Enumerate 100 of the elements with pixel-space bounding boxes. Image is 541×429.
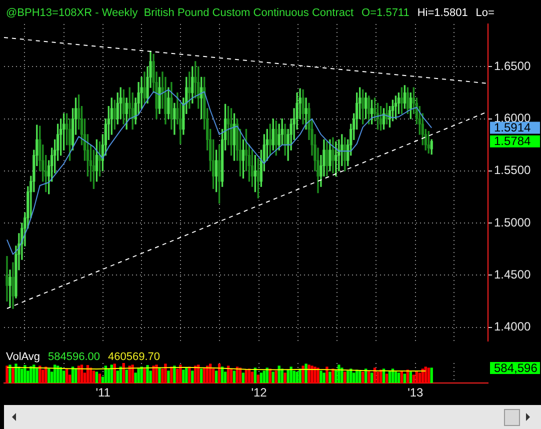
bar (278, 366, 280, 383)
bar (385, 374, 388, 383)
bar (20, 368, 24, 383)
bar (412, 374, 415, 383)
bar (250, 372, 254, 383)
y-tick-label: 1.5000 (494, 215, 532, 230)
bar (332, 368, 334, 383)
bar (286, 370, 290, 383)
bar (316, 368, 320, 383)
bar (394, 372, 398, 383)
bar (80, 364, 84, 383)
bar (173, 366, 176, 383)
bar (214, 370, 218, 383)
bar (158, 368, 161, 383)
bar (206, 366, 209, 383)
bar (152, 366, 155, 383)
bar (242, 372, 245, 383)
annotation: 584596.00 (48, 351, 100, 364)
bar (137, 368, 140, 383)
bar (203, 368, 206, 383)
text: 1.5784 (494, 134, 532, 148)
bar (370, 372, 374, 383)
bar (116, 370, 119, 383)
bar (260, 372, 262, 383)
bar (8, 364, 12, 383)
bar (164, 364, 167, 383)
bar (170, 366, 173, 383)
bar (262, 370, 266, 383)
bar (292, 370, 296, 383)
bar (24, 365, 26, 383)
bar (113, 364, 116, 383)
bar (272, 372, 274, 383)
bar (308, 364, 310, 383)
x-tick-label: '12 (251, 386, 268, 400)
bar (230, 368, 233, 383)
y-tick-label: 1.6500 (494, 59, 532, 74)
bar (191, 370, 194, 383)
bar (338, 364, 340, 383)
bar (232, 370, 236, 383)
bar (320, 370, 322, 383)
bar (310, 366, 314, 383)
bar (424, 366, 427, 383)
bar (290, 366, 292, 383)
bar (197, 364, 200, 383)
bar (362, 372, 364, 383)
bar (77, 366, 80, 383)
bar (140, 366, 143, 383)
bar (176, 368, 179, 383)
y-tick-label: 1.4500 (494, 267, 532, 282)
bar (256, 374, 260, 383)
bar (14, 364, 18, 383)
bar (18, 366, 20, 383)
bar (322, 372, 326, 383)
text: O=1.5711 (362, 7, 410, 20)
bar (298, 368, 302, 383)
bar (42, 370, 44, 383)
bar (430, 368, 433, 383)
bar (134, 372, 137, 383)
bar (209, 364, 212, 383)
bar (185, 368, 188, 383)
bar (146, 365, 149, 383)
bar (344, 372, 346, 383)
bar (48, 368, 50, 383)
bar (314, 366, 316, 383)
y-tick-label: 1.5500 (494, 163, 532, 178)
bar (346, 370, 350, 383)
bar (376, 372, 380, 383)
bar (32, 364, 36, 383)
bar (304, 364, 308, 383)
bar (200, 368, 203, 383)
y-tick-label: 1.4000 (494, 320, 532, 334)
bar (38, 366, 42, 383)
bar (92, 370, 96, 383)
bar (182, 370, 185, 383)
bar (107, 368, 110, 383)
bar (328, 372, 332, 383)
bar (403, 374, 406, 383)
bar (418, 372, 421, 383)
bar (427, 368, 430, 383)
bar (220, 366, 224, 383)
x-tick-label: '13 (408, 386, 424, 400)
bar (352, 372, 356, 383)
bar (367, 370, 370, 383)
bar (56, 366, 60, 383)
bar (226, 366, 230, 383)
bar (155, 364, 158, 383)
bar (194, 366, 197, 383)
chart-title: @BPH13=108XR - Weekly British Pound Custom Continuous Contract (6, 7, 354, 20)
bar (54, 364, 56, 383)
text: 1.5914 (494, 120, 532, 135)
bar (358, 370, 362, 383)
bar (244, 370, 248, 383)
bar (274, 370, 278, 383)
bar (284, 372, 286, 383)
bar (128, 366, 131, 383)
bar (409, 372, 412, 383)
bar (62, 370, 66, 383)
bar (125, 370, 128, 383)
bar (65, 368, 68, 383)
bar (12, 368, 14, 383)
